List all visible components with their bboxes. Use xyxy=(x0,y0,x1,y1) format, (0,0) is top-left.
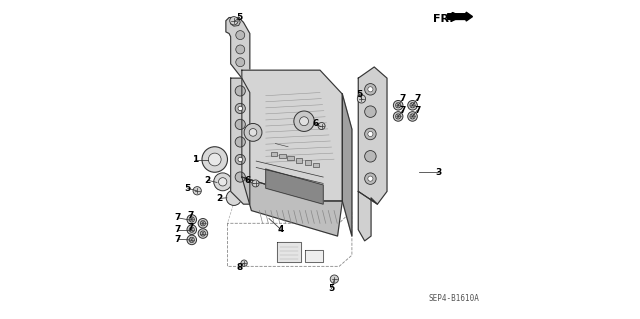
Circle shape xyxy=(187,215,196,224)
Circle shape xyxy=(396,103,401,108)
Text: SEP4-B1610A: SEP4-B1610A xyxy=(429,294,479,303)
Bar xyxy=(305,160,311,165)
Text: 7: 7 xyxy=(175,235,181,244)
Circle shape xyxy=(410,103,415,108)
Circle shape xyxy=(368,176,373,181)
Bar xyxy=(271,152,277,156)
Circle shape xyxy=(252,180,259,187)
Text: 7: 7 xyxy=(400,106,406,115)
Polygon shape xyxy=(242,177,342,236)
Polygon shape xyxy=(305,250,323,262)
Circle shape xyxy=(189,237,195,242)
Text: 7: 7 xyxy=(414,94,420,103)
Circle shape xyxy=(187,235,196,245)
Circle shape xyxy=(198,229,208,238)
Circle shape xyxy=(394,112,403,121)
Circle shape xyxy=(235,154,245,165)
Circle shape xyxy=(230,17,238,25)
Bar xyxy=(313,163,319,167)
Circle shape xyxy=(241,260,247,266)
Circle shape xyxy=(300,117,308,126)
Circle shape xyxy=(235,137,245,147)
Text: 7: 7 xyxy=(400,94,406,103)
Text: FR.: FR. xyxy=(433,14,454,24)
Text: 1: 1 xyxy=(192,155,198,164)
Polygon shape xyxy=(277,242,301,262)
Text: 5: 5 xyxy=(237,13,243,22)
Polygon shape xyxy=(358,67,387,204)
Circle shape xyxy=(198,219,208,228)
Circle shape xyxy=(396,114,401,119)
FancyArrow shape xyxy=(447,12,472,21)
Circle shape xyxy=(365,106,376,117)
Circle shape xyxy=(244,123,262,141)
Text: 7: 7 xyxy=(414,106,420,115)
Text: 7: 7 xyxy=(188,223,194,232)
Circle shape xyxy=(235,172,245,182)
Circle shape xyxy=(214,173,232,191)
Polygon shape xyxy=(230,78,250,204)
Bar xyxy=(287,156,294,160)
Bar xyxy=(296,158,302,163)
Circle shape xyxy=(235,86,245,96)
Text: 7: 7 xyxy=(188,211,194,220)
Circle shape xyxy=(318,122,325,130)
Polygon shape xyxy=(242,70,342,201)
Circle shape xyxy=(408,112,417,121)
Text: 7: 7 xyxy=(175,225,181,234)
Polygon shape xyxy=(230,18,240,26)
Circle shape xyxy=(249,129,257,136)
Text: 4: 4 xyxy=(278,225,284,234)
Text: 2: 2 xyxy=(205,176,211,185)
Circle shape xyxy=(394,100,403,110)
Circle shape xyxy=(193,187,202,195)
Circle shape xyxy=(238,157,243,162)
Text: 6: 6 xyxy=(244,176,250,185)
Circle shape xyxy=(189,227,195,232)
Circle shape xyxy=(365,151,376,162)
Circle shape xyxy=(294,111,314,131)
Circle shape xyxy=(202,147,227,172)
Polygon shape xyxy=(266,169,323,204)
Circle shape xyxy=(238,106,243,111)
Circle shape xyxy=(187,225,196,234)
Circle shape xyxy=(236,31,244,40)
Polygon shape xyxy=(342,94,352,236)
Text: 5: 5 xyxy=(184,184,191,193)
Circle shape xyxy=(236,45,244,54)
Circle shape xyxy=(209,153,221,166)
Circle shape xyxy=(365,84,376,95)
Text: 5: 5 xyxy=(328,284,335,293)
Circle shape xyxy=(365,128,376,140)
Circle shape xyxy=(226,190,241,205)
Circle shape xyxy=(218,178,227,186)
Circle shape xyxy=(368,131,373,137)
Bar xyxy=(279,154,285,158)
Text: 5: 5 xyxy=(356,90,362,99)
Circle shape xyxy=(368,87,373,92)
Text: 2: 2 xyxy=(217,194,223,203)
Circle shape xyxy=(330,275,339,283)
Circle shape xyxy=(200,231,205,236)
Circle shape xyxy=(236,58,244,67)
Circle shape xyxy=(235,103,245,114)
Text: 6: 6 xyxy=(312,119,318,128)
Circle shape xyxy=(365,173,376,184)
Text: 3: 3 xyxy=(435,168,441,177)
Circle shape xyxy=(357,95,365,103)
Text: 8: 8 xyxy=(237,263,243,272)
Circle shape xyxy=(235,119,245,130)
Circle shape xyxy=(408,100,417,110)
Text: 7: 7 xyxy=(175,213,181,222)
Polygon shape xyxy=(226,18,250,78)
Circle shape xyxy=(189,217,195,222)
Polygon shape xyxy=(358,191,378,241)
Circle shape xyxy=(410,114,415,119)
Circle shape xyxy=(200,221,205,226)
